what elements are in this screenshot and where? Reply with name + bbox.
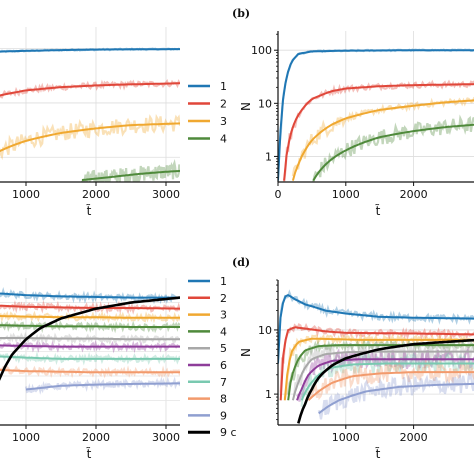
noise-band-4 [0, 320, 180, 334]
series-line-9 [25, 382, 180, 391]
series-line-5 [291, 350, 474, 401]
x-tick-label: 0 [275, 188, 282, 201]
series-line-4 [0, 324, 180, 328]
series-line-1 [278, 293, 474, 364]
legend-label: 7 [220, 376, 227, 389]
panel-b-line-chart: 0 1000 2000 1 10 100 t̃ N (b) [232, 7, 474, 218]
series-line-2 [283, 83, 474, 181]
x-tick-label: 1000 [332, 431, 360, 444]
legend-label: 9 c [220, 426, 237, 439]
x-tick-label: 1000 [12, 188, 40, 201]
legend-label: 9 [220, 409, 227, 422]
series-line-1 [278, 49, 474, 181]
x-tick-label: 2000 [400, 431, 428, 444]
panel-label: (b) [232, 7, 250, 20]
panel-a-line-chart: 1000 2000 3000 t̃ [0, 27, 180, 218]
series-line-7 [0, 355, 180, 360]
x-tick-label: 3000 [152, 188, 180, 201]
y-tick-label: 10 [258, 324, 272, 337]
legend-label: 4 [220, 325, 227, 338]
series-line-9c [0, 296, 180, 381]
noise-band-4 [312, 114, 474, 182]
series-line-4 [81, 169, 180, 182]
noise-band-7 [0, 351, 180, 366]
x-axis-label: t̃ [86, 204, 91, 218]
x-tick-label: 1000 [12, 431, 40, 444]
series-line-2 [0, 82, 180, 97]
series-line-3 [0, 315, 180, 319]
legend-label: 3 [220, 309, 227, 322]
series-line-3 [291, 99, 474, 181]
legend-label: 5 [220, 342, 227, 355]
legend-label: 3 [220, 115, 227, 128]
series-line-4 [312, 123, 474, 182]
series-line-2 [279, 326, 474, 401]
y-axis-label: N [239, 348, 253, 357]
legend-label: 2 [220, 292, 227, 305]
x-tick-label: 3000 [152, 431, 180, 444]
legend-label: 6 [220, 359, 227, 372]
series-line-8 [0, 368, 180, 374]
legend-bottom: 1 2 3 4 5 6 7 8 9 9 c [188, 275, 237, 439]
y-tick-label: 10 [258, 97, 272, 110]
series-line-9 [318, 382, 474, 415]
y-tick-label: 1 [265, 150, 272, 163]
series-line-9c [297, 338, 474, 424]
series-line-3 [0, 122, 180, 153]
legend-label: 1 [220, 275, 227, 288]
y-tick-label: 1 [265, 388, 272, 401]
noise-band-3 [0, 113, 180, 161]
series-line-3 [283, 337, 474, 401]
x-axis-label: t̃ [86, 447, 91, 461]
series-line-1 [0, 292, 180, 299]
legend-label: 4 [220, 133, 227, 146]
x-tick-label: 1000 [332, 188, 360, 201]
noise-band-1 [278, 48, 474, 178]
legend-label: 8 [220, 393, 227, 406]
x-axis-label: t̃ [375, 204, 380, 218]
legend-label: 1 [220, 80, 227, 93]
x-axis-label: t̃ [375, 447, 380, 461]
noise-band-1 [278, 289, 474, 360]
series-line-6 [0, 344, 180, 348]
series-line-1 [0, 48, 180, 53]
series-line-7 [300, 362, 474, 401]
series-line-8 [307, 371, 474, 402]
panel-c-line-chart: 1000 2000 3000 t̃ [0, 278, 180, 461]
series-line-4 [287, 344, 474, 401]
panel-label: (d) [232, 256, 250, 269]
x-tick-label: 2000 [400, 188, 428, 201]
legend-top: 1 2 3 4 [188, 80, 227, 146]
y-tick-label: 100 [251, 44, 272, 57]
x-tick-label: 2000 [82, 431, 110, 444]
y-axis-label: N [239, 102, 253, 111]
legend-label: 2 [220, 98, 227, 111]
series-line-2 [0, 304, 180, 310]
panel-d-line-chart: 1000 2000 1 10 t̃ N (d) [232, 256, 474, 461]
series-line-6 [296, 358, 474, 401]
x-tick-label: 2000 [82, 188, 110, 201]
